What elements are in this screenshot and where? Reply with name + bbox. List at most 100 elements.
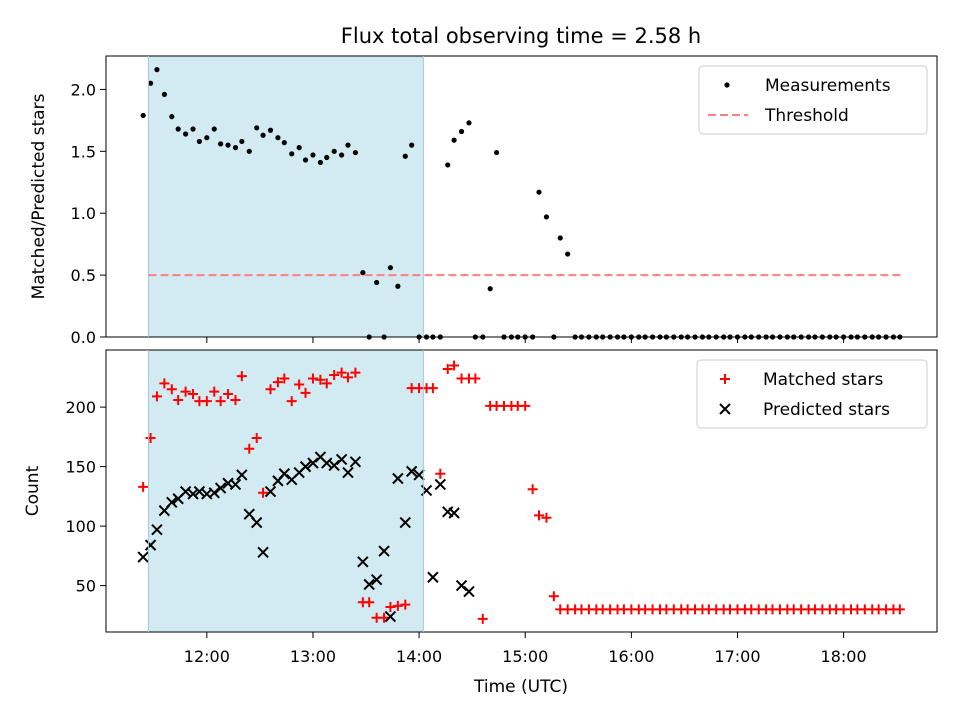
- matched-star-point: [300, 387, 311, 398]
- predicted-star-point: [166, 496, 178, 509]
- measurement-point: [225, 142, 231, 148]
- predicted-star-point: [434, 478, 447, 491]
- counts-x-ticks: 12:00 13:00 14:00 15:00 16:00 17:00 18:00: [184, 632, 867, 666]
- predicted-star-point: [370, 573, 383, 586]
- measurement-point: [161, 91, 167, 97]
- measurement-point: [140, 112, 146, 119]
- legend-label: Matched stars: [763, 370, 883, 390]
- predicted-star-point: [257, 546, 269, 558]
- legend-plus-marker: [720, 374, 730, 384]
- y-tick-label: 50: [76, 577, 96, 596]
- legend-label: Threshold: [764, 106, 849, 126]
- x-axis-label: Time (UTC): [473, 677, 568, 697]
- measurement-point: [232, 145, 239, 151]
- chart-title: Flux total observing time = 2.58 h: [341, 24, 701, 48]
- predicted-star-point: [392, 472, 404, 485]
- counts-y-axis-label: Count: [23, 465, 43, 516]
- matched-star-point: [541, 512, 552, 523]
- matched-star-point: [336, 367, 347, 378]
- ratio-y-ticks: 0.0 0.5 1.0 1.5 2.0: [71, 80, 106, 347]
- y-tick-label: 150: [65, 458, 96, 477]
- measurement-point: [246, 148, 252, 154]
- measurement-point: [267, 127, 274, 133]
- predicted-star-point: [378, 545, 390, 557]
- matched-star-point: [138, 481, 149, 492]
- counts-axes-frame: [105, 349, 938, 633]
- matched-star-point: [435, 468, 446, 479]
- predicted-star-point: [137, 551, 149, 563]
- y-tick-label: 0.0: [71, 328, 96, 347]
- matched-star-point: [286, 396, 297, 407]
- predicted-star-point: [214, 482, 227, 494]
- predicted-star-point: [399, 516, 411, 529]
- measurement-point: [487, 286, 493, 292]
- matched-star-point: [342, 372, 353, 383]
- measurement-point: [204, 135, 210, 141]
- matched-star-point: [894, 604, 905, 615]
- y-tick-label: 200: [65, 398, 96, 417]
- matched-star-point: [173, 394, 184, 405]
- matched-star-point: [151, 391, 162, 402]
- counts-marks: [137, 360, 905, 624]
- predicted-star-point: [463, 585, 475, 598]
- predicted-star-point: [405, 465, 418, 478]
- observing-window-shade-top: [148, 56, 424, 337]
- y-tick-label: 100: [65, 517, 96, 536]
- measurement-point: [402, 153, 408, 159]
- matched-star-point: [527, 484, 538, 495]
- x-tick-label: 13:00: [290, 647, 336, 666]
- matched-star-point: [350, 367, 361, 378]
- predicted-star-point: [208, 487, 220, 499]
- predicted-star-point: [179, 485, 192, 498]
- matched-star-point: [385, 602, 396, 613]
- matched-star-point: [379, 612, 390, 623]
- predicted-star-point: [335, 453, 348, 466]
- measurement-point: [254, 125, 260, 131]
- ratio-legend: Measurements Threshold: [698, 65, 928, 135]
- x-tick-label: 17:00: [714, 647, 760, 666]
- measurement-point: [387, 265, 394, 271]
- measurement-point: [147, 80, 154, 86]
- measurement-point: [190, 126, 196, 132]
- predicted-star-point: [299, 460, 312, 473]
- y-tick-label: 0.5: [71, 266, 96, 285]
- matched-star-point: [520, 400, 531, 411]
- measurement-point: [196, 138, 202, 145]
- matched-star-point: [244, 443, 255, 454]
- matched-star-point: [180, 386, 191, 397]
- measurement-point: [565, 251, 571, 257]
- measurement-point: [324, 154, 330, 161]
- matched-star-point: [442, 364, 453, 375]
- measurement-point: [275, 135, 281, 141]
- measurement-point: [543, 214, 550, 220]
- measurement-point: [331, 148, 337, 154]
- measurement-point: [557, 235, 563, 241]
- predicted-star-point: [427, 571, 439, 583]
- measurement-point: [451, 137, 457, 143]
- matched-star-point: [364, 597, 375, 608]
- matched-star-point: [188, 389, 199, 400]
- legend-dot-marker: [724, 82, 730, 88]
- matched-star-point: [307, 373, 318, 384]
- measurement-point: [310, 152, 316, 158]
- measurement-point: [182, 131, 189, 137]
- counts-panel: 50 100 150 200 12:00 13:00 14:00 15:00 16:00 17:…: [23, 349, 938, 666]
- matched-star-point: [427, 383, 438, 394]
- matched-star-point: [272, 377, 283, 388]
- predicted-star-point: [187, 488, 199, 500]
- measurement-point: [296, 145, 302, 151]
- measurement-point: [458, 128, 465, 135]
- predicted-star-point: [236, 469, 248, 481]
- x-tick-label: 18:00: [821, 647, 867, 666]
- counts-y-ticks: 50 100 150 200: [65, 398, 106, 596]
- predicted-star-point: [328, 459, 340, 472]
- predicted-star-point: [278, 468, 291, 480]
- matched-star-point: [209, 386, 220, 397]
- counts-legend: Matched stars Predicted stars: [696, 359, 928, 429]
- predicted-star-point: [229, 478, 242, 491]
- matched-star-point: [251, 433, 262, 444]
- matched-star-point: [392, 600, 403, 611]
- x-tick-label: 14:00: [396, 647, 442, 666]
- measurement-point: [339, 152, 345, 158]
- y-tick-label: 2.0: [71, 80, 96, 99]
